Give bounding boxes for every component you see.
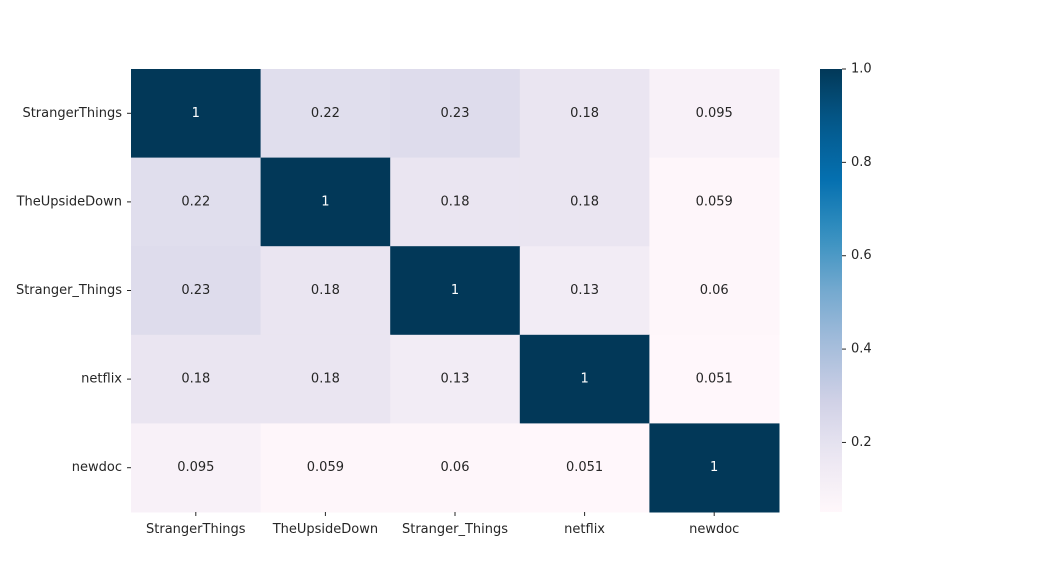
cell-annotation: 0.06 bbox=[700, 283, 729, 298]
colorbar-tick-label: 0.8 bbox=[851, 155, 872, 170]
heatmap-cell bbox=[519, 423, 650, 513]
colorbar-tick-label: 0.2 bbox=[851, 435, 872, 450]
y-tick-label: newdoc bbox=[72, 460, 122, 475]
cell-annotation: 1 bbox=[580, 372, 588, 387]
cell-annotation: 0.051 bbox=[566, 460, 603, 475]
y-tick-label: Stranger_Things bbox=[16, 283, 122, 298]
heatmap-cell bbox=[649, 69, 780, 159]
cell-annotation: 0.23 bbox=[181, 283, 210, 298]
cell-annotation: 0.13 bbox=[441, 372, 470, 387]
x-axis-ticks: StrangerThings TheUpsideDown Stranger_Thin… bbox=[146, 512, 739, 537]
heatmap-cell bbox=[519, 246, 650, 336]
cell-annotation: 0.18 bbox=[311, 372, 340, 387]
heatmap-cell bbox=[260, 423, 391, 513]
heatmap-cells bbox=[131, 69, 780, 513]
x-tick-label: TheUpsideDown bbox=[272, 522, 378, 537]
cell-annotation: 0.18 bbox=[441, 194, 470, 209]
heatmap-cell bbox=[649, 246, 780, 336]
cell-annotation: 0.095 bbox=[177, 460, 214, 475]
cell-annotation: 1 bbox=[192, 106, 200, 121]
heatmap-cell bbox=[131, 157, 262, 247]
y-axis-ticks: StrangerThings TheUpsideDown Stranger_Thin… bbox=[16, 106, 131, 475]
colorbar: 0.2 0.4 0.6 0.8 1.0 bbox=[820, 62, 872, 512]
cell-annotation: 0.059 bbox=[696, 194, 733, 209]
heatmap-cell bbox=[131, 69, 262, 159]
cell-annotation: 0.06 bbox=[441, 460, 470, 475]
heatmap-cell bbox=[390, 423, 521, 513]
heatmap-cell bbox=[649, 334, 780, 424]
cell-annotation: 1 bbox=[321, 194, 329, 209]
y-tick-label: StrangerThings bbox=[22, 106, 122, 121]
x-tick-label: newdoc bbox=[689, 522, 739, 537]
cell-annotation: 0.095 bbox=[696, 106, 733, 121]
cell-annotation: 0.18 bbox=[570, 106, 599, 121]
cell-annotation: 0.22 bbox=[311, 106, 340, 121]
colorbar-tick-label: 0.4 bbox=[851, 342, 872, 357]
cell-annotation: 0.18 bbox=[570, 194, 599, 209]
y-tick-label: TheUpsideDown bbox=[16, 194, 122, 209]
heatmap-cell bbox=[390, 69, 521, 159]
heatmap-cell bbox=[519, 69, 650, 159]
cell-annotation: 1 bbox=[451, 283, 459, 298]
heatmap-cell bbox=[390, 334, 521, 424]
cell-annotation: 0.22 bbox=[181, 194, 210, 209]
colorbar-gradient bbox=[820, 69, 842, 512]
heatmap-cell bbox=[260, 157, 391, 247]
x-tick-label: Stranger_Things bbox=[402, 522, 508, 537]
cell-annotation: 0.059 bbox=[307, 460, 344, 475]
heatmap-cell bbox=[260, 246, 391, 336]
cell-annotation: 0.13 bbox=[570, 283, 599, 298]
colorbar-tick-label: 0.6 bbox=[851, 248, 872, 263]
heatmap-cell bbox=[519, 334, 650, 424]
heatmap-annotations: 1 0.22 0.23 0.18 0.095 0.22 1 0.18 0.18 0.059 0.23… bbox=[177, 106, 733, 475]
x-tick-label: StrangerThings bbox=[146, 522, 246, 537]
cell-annotation: 0.18 bbox=[181, 372, 210, 387]
colorbar-tick-label: 1.0 bbox=[851, 62, 872, 77]
heatmap-cell bbox=[131, 246, 262, 336]
x-tick-label: netflix bbox=[564, 522, 605, 537]
heatmap-cell bbox=[131, 334, 262, 424]
heatmap-cell bbox=[390, 157, 521, 247]
heatmap-cell bbox=[519, 157, 650, 247]
cell-annotation: 0.23 bbox=[441, 106, 470, 121]
heatmap-cell bbox=[649, 157, 780, 247]
heatmap-cell bbox=[390, 246, 521, 336]
heatmap-cell bbox=[260, 69, 391, 159]
heatmap-cell bbox=[260, 334, 391, 424]
cell-annotation: 0.051 bbox=[696, 372, 733, 387]
heatmap-cell bbox=[131, 423, 262, 513]
cell-annotation: 0.18 bbox=[311, 283, 340, 298]
cell-annotation: 1 bbox=[710, 460, 718, 475]
y-tick-label: netflix bbox=[81, 372, 122, 387]
heatmap-cell bbox=[649, 423, 780, 513]
